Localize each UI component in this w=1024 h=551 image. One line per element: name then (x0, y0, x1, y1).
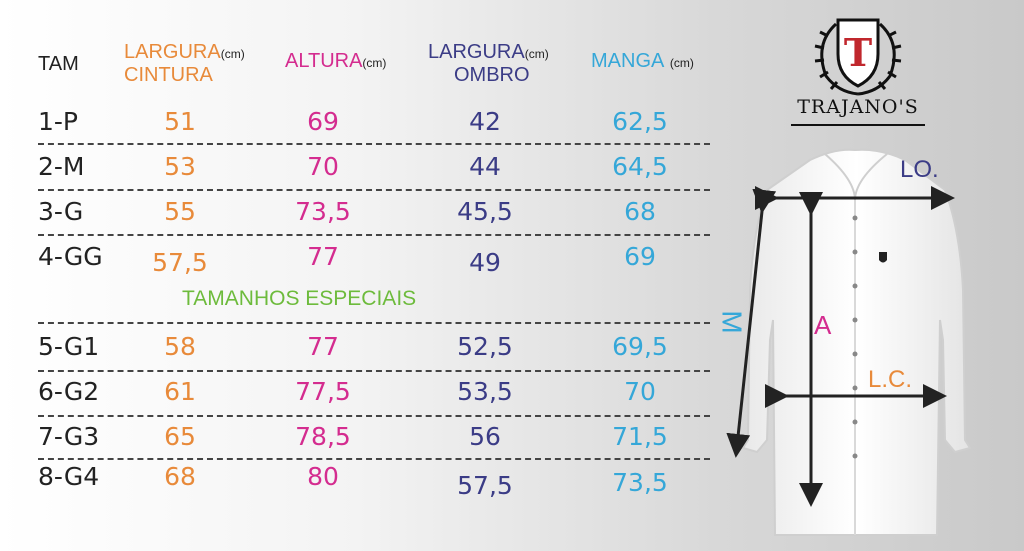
largura-cintura-cell: 57,5 (152, 248, 208, 277)
largura-ombro-cell: 49 (469, 248, 501, 277)
size-cell: 7-G3 (38, 422, 100, 451)
largura-cintura-cell: 58 (164, 332, 196, 361)
size-cell: 1-P (38, 107, 79, 136)
largura-ombro-cell: 42 (469, 107, 501, 136)
largura-cintura-cell: 51 (164, 107, 196, 136)
header-largura-cintura: LARGURA(cm) CINTURA (124, 42, 245, 86)
table-row: 2-M 53 70 44 64,5 (0, 152, 720, 196)
largura-ombro-cell: 52,5 (457, 332, 513, 361)
altura-cell: 69 (307, 107, 339, 136)
header-manga-label: MANGA (591, 50, 665, 72)
label-m: M (716, 310, 748, 334)
manga-cell: 70 (624, 377, 656, 406)
brand-name: TRAJANO'S (797, 96, 919, 118)
table-row: 3-G 55 73,5 45,5 68 (0, 197, 720, 241)
manga-cell: 69,5 (612, 332, 668, 361)
table-row: 8-G4 68 80 57,5 73,5 (0, 462, 720, 506)
table-row: 4-GG 57,5 77 49 69 (0, 242, 720, 286)
brand-underline (791, 124, 925, 126)
largura-cintura-cell: 55 (164, 197, 196, 226)
altura-cell: 78,5 (295, 422, 351, 451)
logo-letter: T (844, 30, 872, 75)
size-cell: 3-G (38, 197, 84, 226)
row-divider (38, 458, 710, 460)
size-cell: 6-G2 (38, 377, 100, 406)
shirt-icon (741, 148, 972, 536)
largura-cintura-cell: 68 (164, 462, 196, 491)
special-sizes-title: TAMANHOS ESPECIAIS (182, 287, 417, 310)
header-tam: TAM (38, 53, 79, 75)
largura-ombro-cell: 44 (469, 152, 501, 181)
largura-ombro-cell: 45,5 (457, 197, 513, 226)
size-cell: 2-M (38, 152, 85, 181)
header-altura: ALTURA(cm) (285, 51, 386, 74)
manga-cell: 71,5 (612, 422, 668, 451)
label-lo: LO. (900, 156, 939, 183)
shirt-diagram (726, 148, 972, 536)
header-largura-ombro-line2: OMBRO (454, 64, 530, 86)
altura-cell: 70 (307, 152, 339, 181)
table-row: 5-G1 58 77 52,5 69,5 (0, 332, 720, 376)
altura-cell: 77 (307, 332, 339, 361)
label-a: A (814, 310, 832, 340)
table-row: 1-P 51 69 42 62,5 (0, 107, 720, 151)
unit-label: (cm) (362, 56, 387, 70)
largura-cintura-cell: 65 (164, 422, 196, 451)
row-divider (38, 234, 710, 236)
row-divider (38, 189, 710, 191)
manga-cell: 64,5 (612, 152, 668, 181)
altura-cell: 73,5 (295, 197, 351, 226)
header-largura-ombro-line1: LARGURA (428, 41, 525, 63)
largura-cintura-cell: 61 (164, 377, 196, 406)
header-manga: MANGA (cm) (591, 51, 694, 74)
row-divider (38, 143, 710, 145)
row-divider (38, 322, 710, 324)
shield-icon (836, 18, 880, 88)
row-divider (38, 370, 710, 372)
unit-label: (cm) (524, 47, 549, 61)
largura-ombro-cell: 57,5 (457, 471, 513, 500)
size-cell: 5-G1 (38, 332, 100, 361)
largura-cintura-cell: 53 (164, 152, 196, 181)
sleeve-arrow (726, 188, 777, 458)
header-altura-label: ALTURA (285, 50, 363, 72)
altura-cell: 77,5 (295, 377, 351, 406)
size-cell: 4-GG (38, 242, 103, 271)
manga-cell: 62,5 (612, 107, 668, 136)
unit-label: (cm) (669, 56, 694, 70)
unit-label: (cm) (220, 47, 245, 61)
table-row: 6-G2 61 77,5 53,5 70 (0, 377, 720, 421)
brand-logo: T (814, 18, 902, 96)
altura-cell: 80 (307, 462, 339, 491)
largura-ombro-cell: 53,5 (457, 377, 513, 406)
header-largura-cintura-line2: CINTURA (124, 64, 213, 86)
altura-cell: 77 (307, 242, 339, 271)
largura-ombro-cell: 56 (469, 422, 501, 451)
row-divider (38, 415, 710, 417)
label-lc: L.C. (868, 366, 913, 393)
laurel-wreath-icon (814, 22, 902, 96)
size-cell: 8-G4 (38, 462, 100, 491)
header-largura-cintura-line1: LARGURA (124, 41, 221, 63)
table-row: 7-G3 65 78,5 56 71,5 (0, 422, 720, 466)
manga-cell: 68 (624, 197, 656, 226)
manga-cell: 69 (624, 242, 656, 271)
header-largura-ombro: LARGURA(cm) OMBRO (428, 42, 549, 86)
manga-cell: 73,5 (612, 468, 668, 497)
